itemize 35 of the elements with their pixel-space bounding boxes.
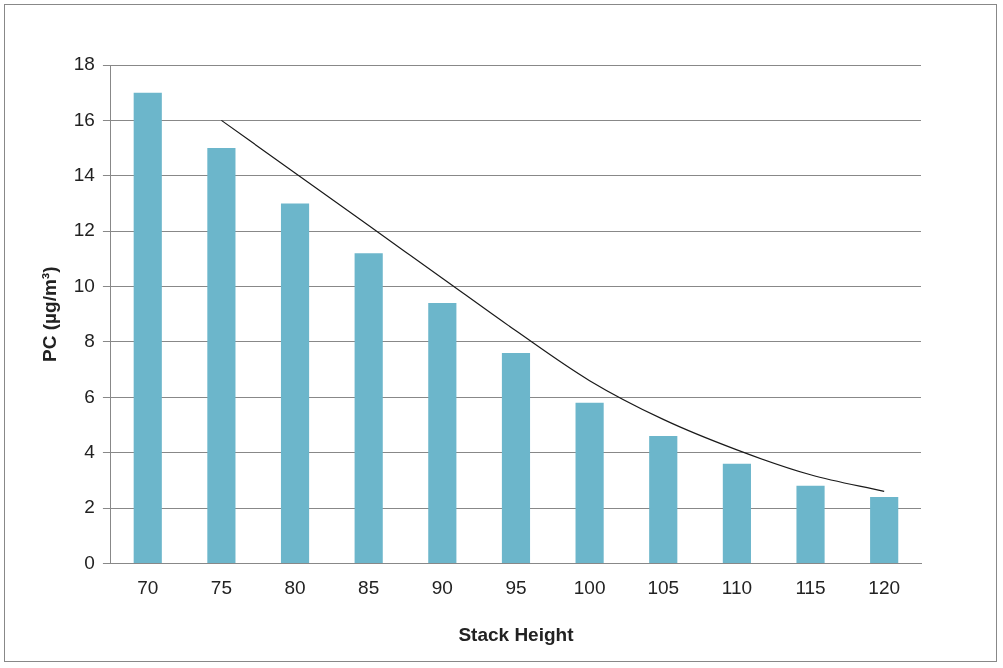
y-tick-label: 2: [84, 496, 95, 518]
y-tick-label: 10: [73, 274, 95, 296]
x-tick-label: 100: [573, 577, 606, 599]
line-series: [220, 119, 885, 493]
bar: [133, 92, 162, 563]
x-tick-label: 115: [795, 577, 826, 599]
bar: [428, 303, 457, 563]
bar: [796, 485, 825, 563]
y-tick-label: 18: [73, 53, 95, 75]
x-tick-label: 110: [721, 577, 753, 599]
y-tick-label: 16: [73, 108, 95, 130]
y-axis-title: PC (µg/m³): [38, 266, 60, 362]
x-tick-label: 105: [647, 577, 680, 599]
x-axis-title: Stack Height: [458, 623, 575, 645]
bar: [870, 496, 899, 563]
x-tick-label: 75: [210, 577, 232, 599]
x-tick-label: 85: [358, 577, 380, 599]
bar: [207, 148, 236, 563]
y-tick-label: 6: [84, 385, 95, 407]
bar: [501, 352, 531, 563]
y-tick-label: 12: [73, 219, 95, 241]
bar: [575, 402, 604, 563]
y-tick-label: 4: [84, 440, 96, 462]
x-tick-label: 70: [137, 577, 159, 599]
x-tick-label: 95: [505, 577, 527, 599]
bar: [280, 203, 310, 563]
bar: [722, 463, 751, 563]
x-tick-label: 90: [431, 577, 453, 599]
x-tick-label: 80: [284, 577, 306, 599]
bar: [354, 253, 383, 563]
x-tick-label: 120: [868, 577, 901, 599]
bar: [649, 436, 678, 563]
y-tick-label: 0: [84, 551, 95, 573]
y-tick-label: 14: [73, 163, 96, 185]
y-tick-label: 8: [84, 330, 95, 352]
